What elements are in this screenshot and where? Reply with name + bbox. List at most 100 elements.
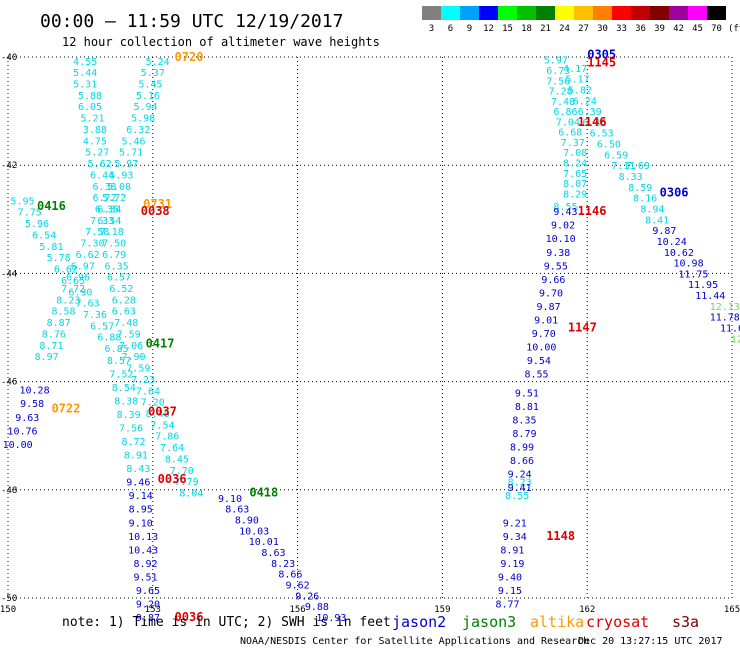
wave-height-point: 9.19 (500, 559, 524, 570)
pass-time-label: 0305 (587, 47, 616, 61)
x-tick-label: 156 (289, 605, 305, 615)
legend-label: 33 (616, 24, 627, 34)
wave-height-point: 9.51 (515, 388, 539, 399)
legend-swatch (498, 6, 517, 20)
wave-height-point: 7.08 (563, 148, 587, 159)
wave-height-point: 5.24 (146, 57, 170, 68)
wave-height-point: 6.28 (112, 295, 136, 306)
wave-height-point: 5.82 (568, 85, 592, 96)
wave-height-point: 5.97 (544, 56, 568, 67)
legend-unit: (ft) (728, 24, 740, 34)
legend-label: 15 (502, 24, 513, 34)
legend-label: 30 (597, 24, 608, 34)
satellite-name: jason2 (392, 613, 446, 631)
wave-height-point: 10.00 (526, 342, 556, 353)
y-tick-label: -46 (1, 378, 17, 388)
pass-time-label: 1148 (546, 529, 575, 543)
legend-label: 3 (429, 24, 434, 34)
satellite-name: jason3 (462, 613, 516, 631)
wave-height-point: 6.73 (546, 66, 570, 77)
wave-height-point: 11.44 (695, 291, 725, 302)
wave-height-point: 5.21 (80, 114, 104, 125)
wave-height-point: 9.40 (498, 572, 522, 583)
wave-height-point: 6.72 (92, 193, 116, 204)
wave-height-point: 9.15 (498, 586, 522, 597)
wave-height-point: 6.63 (112, 307, 136, 318)
wave-height-point: 7.30 (80, 239, 104, 250)
wave-height-point: 9.38 (546, 248, 570, 259)
wave-height-point: 6.86 (553, 107, 577, 118)
legend-label: 70 (711, 24, 722, 34)
wave-height-point: 6.39 (578, 107, 602, 118)
wave-height-point: 6.24 (573, 96, 597, 107)
wave-height-point: 8.90 (235, 516, 259, 527)
wave-height-point: 7.04 (556, 117, 580, 128)
wave-height-point: 8.39 (117, 410, 141, 421)
satellite-legend: jason2 jason3 altika cryosat s3a (392, 613, 699, 631)
wave-height-point: 5.96 (25, 219, 49, 230)
wave-height-point: 10.03 (239, 526, 269, 537)
wave-height-point: 6.62 (76, 250, 100, 261)
wave-height-point: 9.34 (503, 532, 527, 543)
wave-height-point: 10.98 (674, 259, 704, 270)
wave-height-point: 7.50 (102, 239, 126, 250)
wave-height-point: 6.65 (61, 276, 85, 287)
wave-height-point: 6.88 (97, 333, 121, 344)
wave-height-point: 8.63 (261, 548, 285, 559)
wave-height-point: 8.43 (126, 464, 150, 475)
legend-swatch (555, 6, 574, 20)
wave-height-point: 6.54 (97, 216, 121, 227)
wave-height-point: 8.41 (645, 215, 669, 226)
wave-height-point: 9.14 (129, 491, 153, 502)
wave-height-point: 9.87 (136, 613, 160, 624)
wave-height-point: 7.23 (131, 375, 155, 386)
wave-height-point: 5.62 (88, 159, 112, 170)
pass-time-label: 0722 (51, 402, 80, 416)
pass-time-label: 1146 (578, 115, 607, 129)
wave-height-point: 6.50 (597, 140, 621, 151)
wave-height-point: 4.17 (563, 64, 587, 75)
pass-time-label: 0037 (148, 404, 177, 418)
wave-height-point: 9.66 (541, 275, 565, 286)
y-tick-label: -40 (1, 53, 17, 63)
pass-time-label: 0416 (37, 199, 66, 213)
legend-swatch (574, 6, 593, 20)
wave-height-point: 8.91 (124, 451, 148, 462)
wave-height-point: 8.59 (628, 183, 652, 194)
wave-height-point: 7.69 (626, 161, 650, 172)
wave-height-point: 7.48 (114, 318, 138, 329)
satellite-name: altika (530, 613, 584, 631)
wave-height-point: 7.63 (76, 299, 100, 310)
wave-height-point: 9.10 (218, 494, 242, 505)
wave-height-point: 4.75 (83, 136, 107, 147)
wave-height-point: 8.38 (114, 397, 138, 408)
legend-label: 18 (521, 24, 532, 34)
wave-height-point: 6.68 (558, 128, 582, 139)
wave-height-point: 12.13 (710, 302, 740, 313)
wave-height-point: 9.87 (537, 302, 561, 313)
y-tick-label: -42 (1, 161, 17, 171)
footer-timestamp: Dec 20 13:27:15 UTC 2017 (578, 636, 723, 647)
wave-height-point: 10.43 (128, 545, 158, 556)
wave-height-point: 8.92 (134, 559, 158, 570)
legend-swatch (593, 6, 612, 20)
wave-height-point: 6.34 (97, 204, 121, 215)
wave-height-point: 9.70 (539, 288, 563, 299)
wave-height-point: 7.86 (155, 432, 179, 443)
wave-height-point: 7.28 (549, 87, 573, 98)
wave-height-point: 5.81 (39, 242, 63, 253)
wave-height-point: 7.58 (85, 227, 109, 238)
pass-time-label: 0038 (141, 204, 170, 218)
wave-height-point: 8.55 (524, 369, 548, 380)
y-tick-label: -50 (1, 594, 17, 604)
wave-height-point: 7.36 (83, 310, 107, 321)
legend-label: 6 (448, 24, 453, 34)
wave-height-point: 8.72 (121, 437, 145, 448)
wave-height-point: 6.97 (71, 261, 95, 272)
wave-height-point: 9.54 (527, 356, 551, 367)
wave-height-point: 5.88 (78, 91, 102, 102)
wave-height-point: 8.91 (500, 545, 524, 556)
wave-height-point: 5.98 (131, 114, 155, 125)
wave-height-point: 9.21 (503, 518, 527, 529)
